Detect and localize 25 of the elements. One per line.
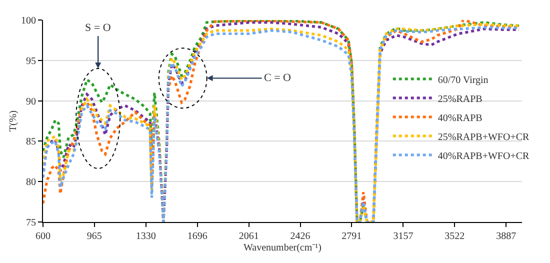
x-tick-label: 2426 [290,231,310,242]
x-tick-label: 600 [36,231,50,242]
legend-label: 40%RAPB+WFO+CR [438,150,530,162]
annotation: S = O [85,22,111,34]
legend-label: 40%RAPB [438,112,483,124]
y-tick-label: 75 [26,218,36,228]
x-tick-label: 965 [86,231,102,242]
legend-label: 60/70 Virgin [438,74,488,86]
y-tick-label: 100 [21,16,36,26]
x-tick-label: 1330 [136,231,156,242]
legend-label: 25%RAPB+WFO+CR [438,132,530,143]
y-tick-label: 80 [26,177,36,188]
y-tick-label: 90 [26,96,36,108]
x-tick-label: 2061 [238,231,259,242]
annotation: C = O [264,72,292,84]
x-tick-label: 3522 [444,231,465,242]
x-axis-title: Wavenumber(cm⁻¹) [244,242,322,254]
x-tick-label: 3157 [393,231,414,242]
x-tick-label: 2791 [342,231,362,242]
y-tick-label: 85 [26,136,36,148]
y-tick-label: 95 [26,56,36,67]
y-axis-title: T(%) [8,110,19,132]
legend-label: 25%RAPB [438,94,483,105]
x-tick-label: 3887 [496,231,516,242]
x-tick-label: 1696 [187,231,208,242]
